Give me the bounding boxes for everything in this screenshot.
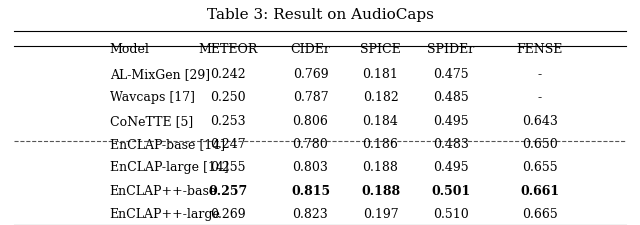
Text: 0.181: 0.181 (363, 68, 399, 81)
Text: 0.269: 0.269 (210, 208, 245, 221)
Text: 0.197: 0.197 (363, 208, 398, 221)
Text: 0.803: 0.803 (292, 162, 328, 174)
Text: 0.475: 0.475 (433, 68, 468, 81)
Text: 0.182: 0.182 (363, 91, 399, 104)
Text: 0.655: 0.655 (522, 162, 557, 174)
Text: 0.250: 0.250 (210, 91, 245, 104)
Text: 0.501: 0.501 (431, 185, 470, 198)
Text: 0.643: 0.643 (522, 115, 558, 128)
Text: AL-MixGen [29]: AL-MixGen [29] (109, 68, 210, 81)
Text: 0.780: 0.780 (292, 138, 328, 151)
Text: 0.510: 0.510 (433, 208, 468, 221)
Text: SPIDEr: SPIDEr (427, 43, 474, 56)
Text: -: - (538, 91, 542, 104)
Text: EnCLAP-base [14]: EnCLAP-base [14] (109, 138, 225, 151)
Text: 0.188: 0.188 (361, 185, 400, 198)
Text: -: - (538, 68, 542, 81)
Text: 0.253: 0.253 (210, 115, 245, 128)
Text: 0.485: 0.485 (433, 91, 468, 104)
Text: 0.255: 0.255 (210, 162, 245, 174)
Text: Model: Model (109, 43, 150, 56)
Text: EnCLAP++-base: EnCLAP++-base (109, 185, 217, 198)
Text: 0.483: 0.483 (433, 138, 468, 151)
Text: 0.242: 0.242 (210, 68, 245, 81)
Text: 0.665: 0.665 (522, 208, 557, 221)
Text: 0.495: 0.495 (433, 115, 468, 128)
Text: SPICE: SPICE (360, 43, 401, 56)
Text: CoNeTTE [5]: CoNeTTE [5] (109, 115, 193, 128)
Text: 0.495: 0.495 (433, 162, 468, 174)
Text: Table 3: Result on AudioCaps: Table 3: Result on AudioCaps (207, 8, 433, 22)
Text: EnCLAP++-large: EnCLAP++-large (109, 208, 221, 221)
Text: METEOR: METEOR (198, 43, 257, 56)
Text: 0.247: 0.247 (210, 138, 245, 151)
Text: 0.257: 0.257 (208, 185, 247, 198)
Text: 0.815: 0.815 (291, 185, 330, 198)
Text: 0.184: 0.184 (363, 115, 399, 128)
Text: 0.769: 0.769 (292, 68, 328, 81)
Text: 0.806: 0.806 (292, 115, 328, 128)
Text: Wavcaps [17]: Wavcaps [17] (109, 91, 195, 104)
Text: CIDEr: CIDEr (291, 43, 330, 56)
Text: 0.188: 0.188 (363, 162, 399, 174)
Text: 0.661: 0.661 (520, 185, 559, 198)
Text: FENSE: FENSE (516, 43, 563, 56)
Text: 0.823: 0.823 (292, 208, 328, 221)
Text: EnCLAP-large [14]: EnCLAP-large [14] (109, 162, 228, 174)
Text: 0.787: 0.787 (292, 91, 328, 104)
Text: 0.186: 0.186 (363, 138, 399, 151)
Text: 0.650: 0.650 (522, 138, 557, 151)
